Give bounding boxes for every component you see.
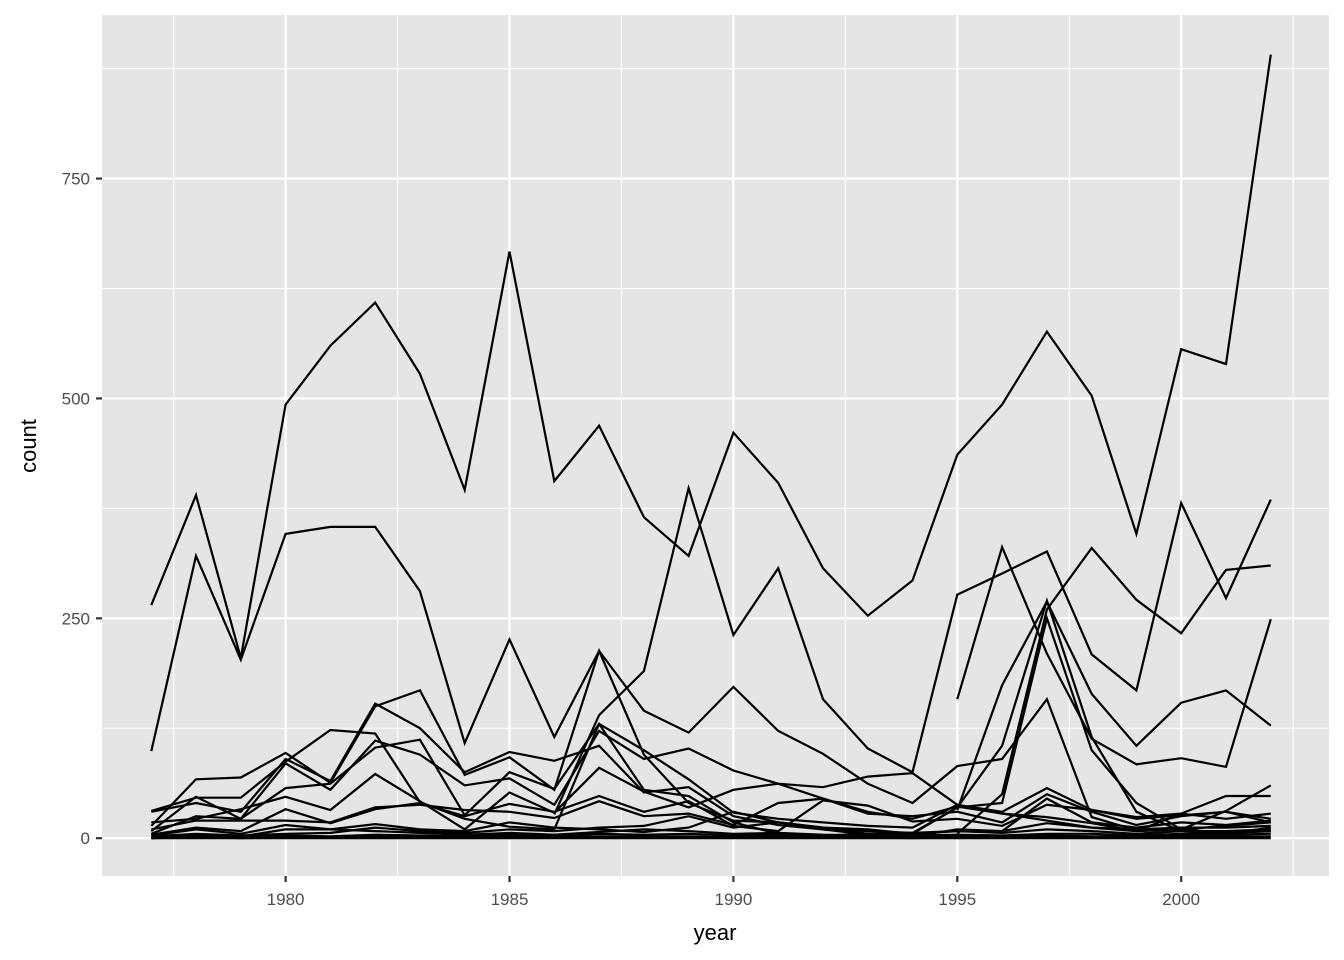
x-tick-label: 1980 — [267, 890, 305, 909]
series-line-s11 — [150, 721, 1271, 838]
x-axis: 1980 1985 1990 1995 2000 — [267, 876, 1200, 909]
y-tick-label: 250 — [62, 609, 90, 628]
y-axis: 0 250 500 750 — [62, 170, 102, 848]
series-line-s1 — [150, 54, 1272, 659]
x-tick-label: 1990 — [714, 890, 752, 909]
x-tick-label: 1985 — [491, 890, 529, 909]
series-line-s6 — [956, 546, 1271, 835]
series-line-s5 — [956, 599, 1272, 811]
series-line-s4 — [956, 543, 1272, 769]
y-tick-label: 0 — [81, 829, 90, 848]
data-lines — [150, 54, 1272, 840]
series-line-s10 — [150, 729, 1271, 832]
minor-gridlines — [102, 15, 1329, 876]
y-tick-label: 750 — [62, 170, 90, 189]
series-line-s15 — [151, 810, 1271, 837]
series-line-s8 — [150, 597, 1271, 835]
series-line-s16 — [151, 815, 1271, 838]
series-line-s2 — [150, 525, 1272, 832]
y-tick-label: 500 — [62, 389, 90, 408]
series-line-s9 — [150, 722, 1271, 833]
series-line-s17 — [151, 828, 1271, 839]
x-tick-label: 1995 — [938, 890, 976, 909]
x-axis-title: year — [694, 920, 737, 945]
y-axis-title: count — [16, 419, 41, 473]
x-tick-label: 2000 — [1162, 890, 1200, 909]
